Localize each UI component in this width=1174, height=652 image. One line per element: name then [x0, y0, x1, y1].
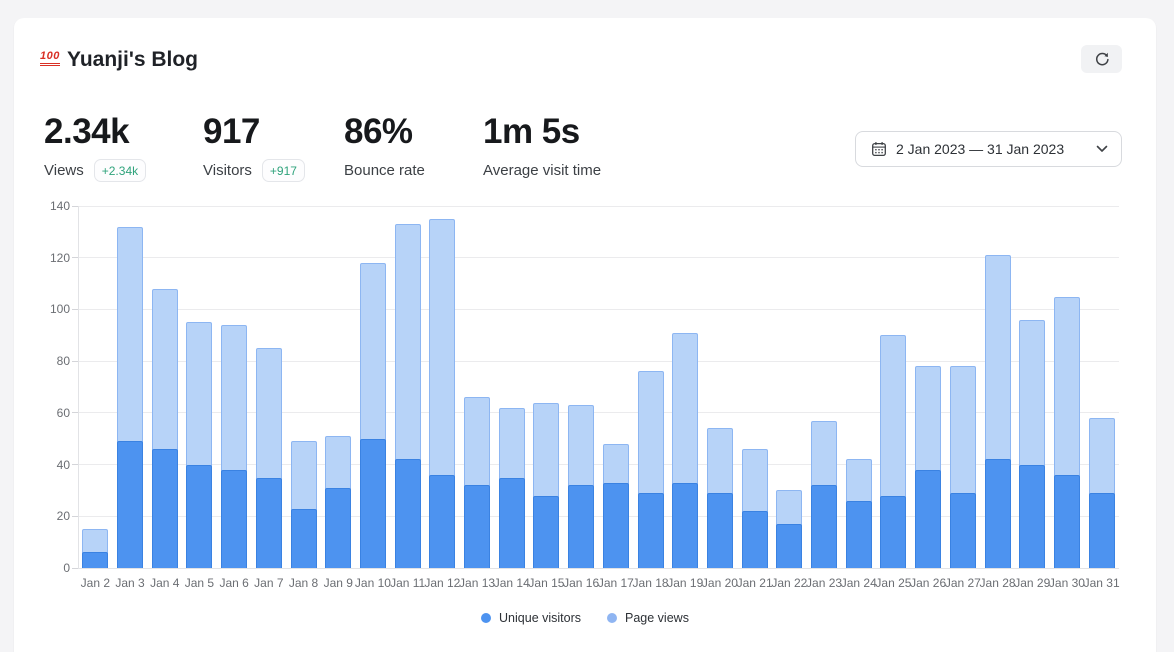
stat-label: Visitors [203, 162, 252, 179]
bar-unique-visitors[interactable] [325, 487, 352, 568]
bar-unique-visitors[interactable] [186, 464, 213, 568]
bar-unique-visitors[interactable] [82, 552, 109, 568]
refresh-button[interactable] [1081, 45, 1122, 73]
stat-delta-badge: +2.34k [93, 159, 147, 182]
stat-average-visit-time: 1m 5s Average visit time [483, 114, 601, 182]
stat-value: 86% [344, 112, 413, 151]
legend-item-unique-visitors[interactable]: Unique visitors [481, 611, 581, 625]
calendar-icon [871, 141, 887, 157]
stat-footer: Visitors +917 [203, 159, 305, 182]
bar-unique-visitors[interactable] [880, 495, 907, 568]
stat-label: Views [44, 162, 84, 179]
bar-unique-visitors[interactable] [498, 477, 525, 568]
bar-unique-visitors[interactable] [1088, 493, 1115, 568]
bar-unique-visitors[interactable] [359, 438, 386, 568]
bar-unique-visitors[interactable] [845, 500, 872, 568]
bar-unique-visitors[interactable] [776, 524, 803, 568]
legend-dot [481, 613, 492, 623]
page-title: Yuanji's Blog [67, 48, 199, 71]
date-range-picker[interactable]: 2 Jan 2023 — 31 Jan 2023 [855, 131, 1122, 167]
bar-unique-visitors[interactable] [672, 482, 699, 568]
legend-dot [607, 613, 618, 623]
stat-visitors: 917 Visitors +917 [203, 114, 305, 182]
bar-unique-visitors[interactable] [533, 495, 560, 568]
legend-item-page-views[interactable]: Page views [607, 611, 689, 625]
stat-value: 917 [203, 112, 260, 151]
bar-unique-visitors[interactable] [221, 469, 248, 568]
stat-footer: Bounce rate [344, 159, 425, 182]
bar-unique-visitors[interactable] [568, 485, 595, 568]
bar-unique-visitors[interactable] [255, 477, 282, 568]
bar-unique-visitors[interactable] [151, 449, 178, 568]
stat-views: 2.34k Views +2.34k [44, 112, 147, 182]
bar-unique-visitors[interactable] [602, 482, 629, 568]
stat-value: 2.34k [44, 112, 130, 151]
bar-unique-visitors[interactable] [464, 485, 491, 568]
bar-unique-visitors[interactable] [1053, 474, 1080, 568]
refresh-icon [1094, 51, 1110, 67]
bar-unique-visitors[interactable] [290, 508, 317, 568]
chevron-down-icon [1096, 145, 1108, 153]
stat-label: Average visit time [483, 162, 602, 179]
bar-unique-visitors[interactable] [637, 493, 664, 568]
legend-label: Page views [625, 611, 689, 625]
bar-unique-visitors[interactable] [811, 485, 838, 568]
stat-footer: Views +2.34k [44, 159, 147, 182]
bar-unique-visitors[interactable] [394, 459, 421, 568]
hundred-points-emoji: 100 [40, 51, 60, 66]
bar-unique-visitors[interactable] [706, 493, 733, 568]
chart-legend: Unique visitors Page views [14, 611, 1156, 625]
bar-unique-visitors[interactable] [429, 474, 456, 568]
stat-label: Bounce rate [344, 162, 425, 179]
bar-unique-visitors[interactable] [1019, 464, 1046, 568]
stat-delta-badge: +917 [261, 159, 305, 182]
bar-unique-visitors[interactable] [915, 469, 942, 568]
stat-value: 1m 5s [483, 112, 580, 151]
bar-unique-visitors[interactable] [949, 493, 976, 568]
stat-footer: Average visit time [483, 159, 601, 182]
stat-bounce-rate: 86% Bounce rate [344, 114, 425, 182]
bar-unique-visitors[interactable] [984, 459, 1011, 568]
bar-unique-visitors[interactable] [117, 441, 144, 568]
legend-label: Unique visitors [499, 611, 582, 625]
date-range-text: 2 Jan 2023 — 31 Jan 2023 [896, 141, 1065, 157]
bar-unique-visitors[interactable] [741, 511, 768, 568]
